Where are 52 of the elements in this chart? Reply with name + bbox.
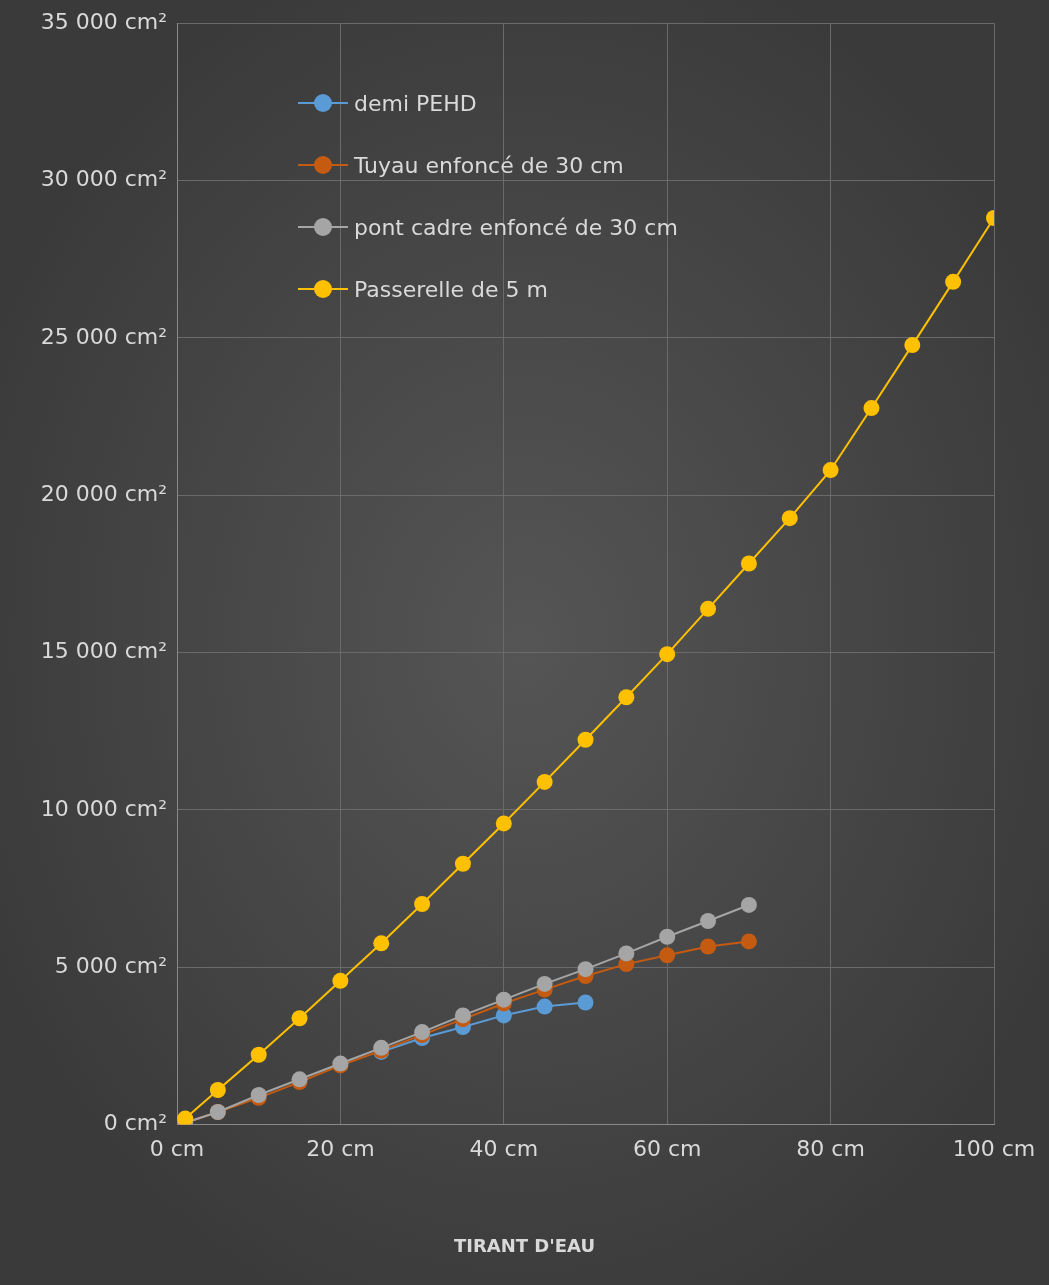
point <box>740 555 757 572</box>
y-tick-label: 15 000 cm² <box>40 638 167 664</box>
point <box>577 961 594 978</box>
point <box>700 913 717 929</box>
y-tick-label: 20 000 cm² <box>40 480 167 506</box>
point <box>577 731 594 748</box>
point <box>577 994 594 1011</box>
x-tick-label: 80 cm <box>796 1135 865 1161</box>
point <box>618 945 635 962</box>
point <box>740 933 757 950</box>
point <box>332 972 349 989</box>
x-tick-label: 40 cm <box>469 1135 539 1161</box>
point <box>618 689 635 706</box>
x-tick-label: 100 cm <box>952 1135 1036 1161</box>
point <box>740 896 757 913</box>
point <box>659 928 676 945</box>
x-tick-label: 0 cm <box>149 1135 205 1161</box>
x-axis-title: TIRANT D'EAU <box>452 1235 597 1256</box>
point <box>373 935 390 952</box>
point <box>700 600 717 617</box>
y-tick-label: 25 000 cm² <box>40 323 167 349</box>
legend-label: Tuyau enfoncé de 30 cm <box>354 152 624 178</box>
point <box>700 938 717 955</box>
point <box>250 1046 267 1063</box>
point <box>209 1081 226 1098</box>
y-tick-label: 0 cm² <box>103 1110 167 1136</box>
point <box>945 273 962 290</box>
legend-label: Passerelle de 5 m <box>354 276 548 302</box>
legend-label: pont cadre enfoncé de 30 cm <box>354 214 678 240</box>
point <box>781 510 798 527</box>
x-tick-label: 20 cm <box>306 1135 375 1161</box>
y-tick-label: 35 000 cm² <box>40 8 167 34</box>
point <box>659 646 676 663</box>
point <box>177 1110 194 1125</box>
point <box>414 896 431 913</box>
x-tick-label: 60 cm <box>632 1135 702 1161</box>
y-tick-label: 5 000 cm² <box>54 952 167 978</box>
point <box>536 998 553 1015</box>
y-tick-label: 10 000 cm² <box>40 795 167 821</box>
point <box>495 815 512 832</box>
legend-label: demi PEHD <box>354 90 477 116</box>
point <box>904 337 921 354</box>
y-tick-label: 30 000 cm² <box>40 166 167 192</box>
point <box>822 462 839 479</box>
point <box>291 1010 308 1027</box>
point <box>454 855 471 872</box>
point <box>454 1007 471 1024</box>
point <box>536 975 553 992</box>
point <box>536 773 553 790</box>
point <box>863 400 880 417</box>
point <box>495 991 512 1008</box>
point <box>659 947 676 964</box>
